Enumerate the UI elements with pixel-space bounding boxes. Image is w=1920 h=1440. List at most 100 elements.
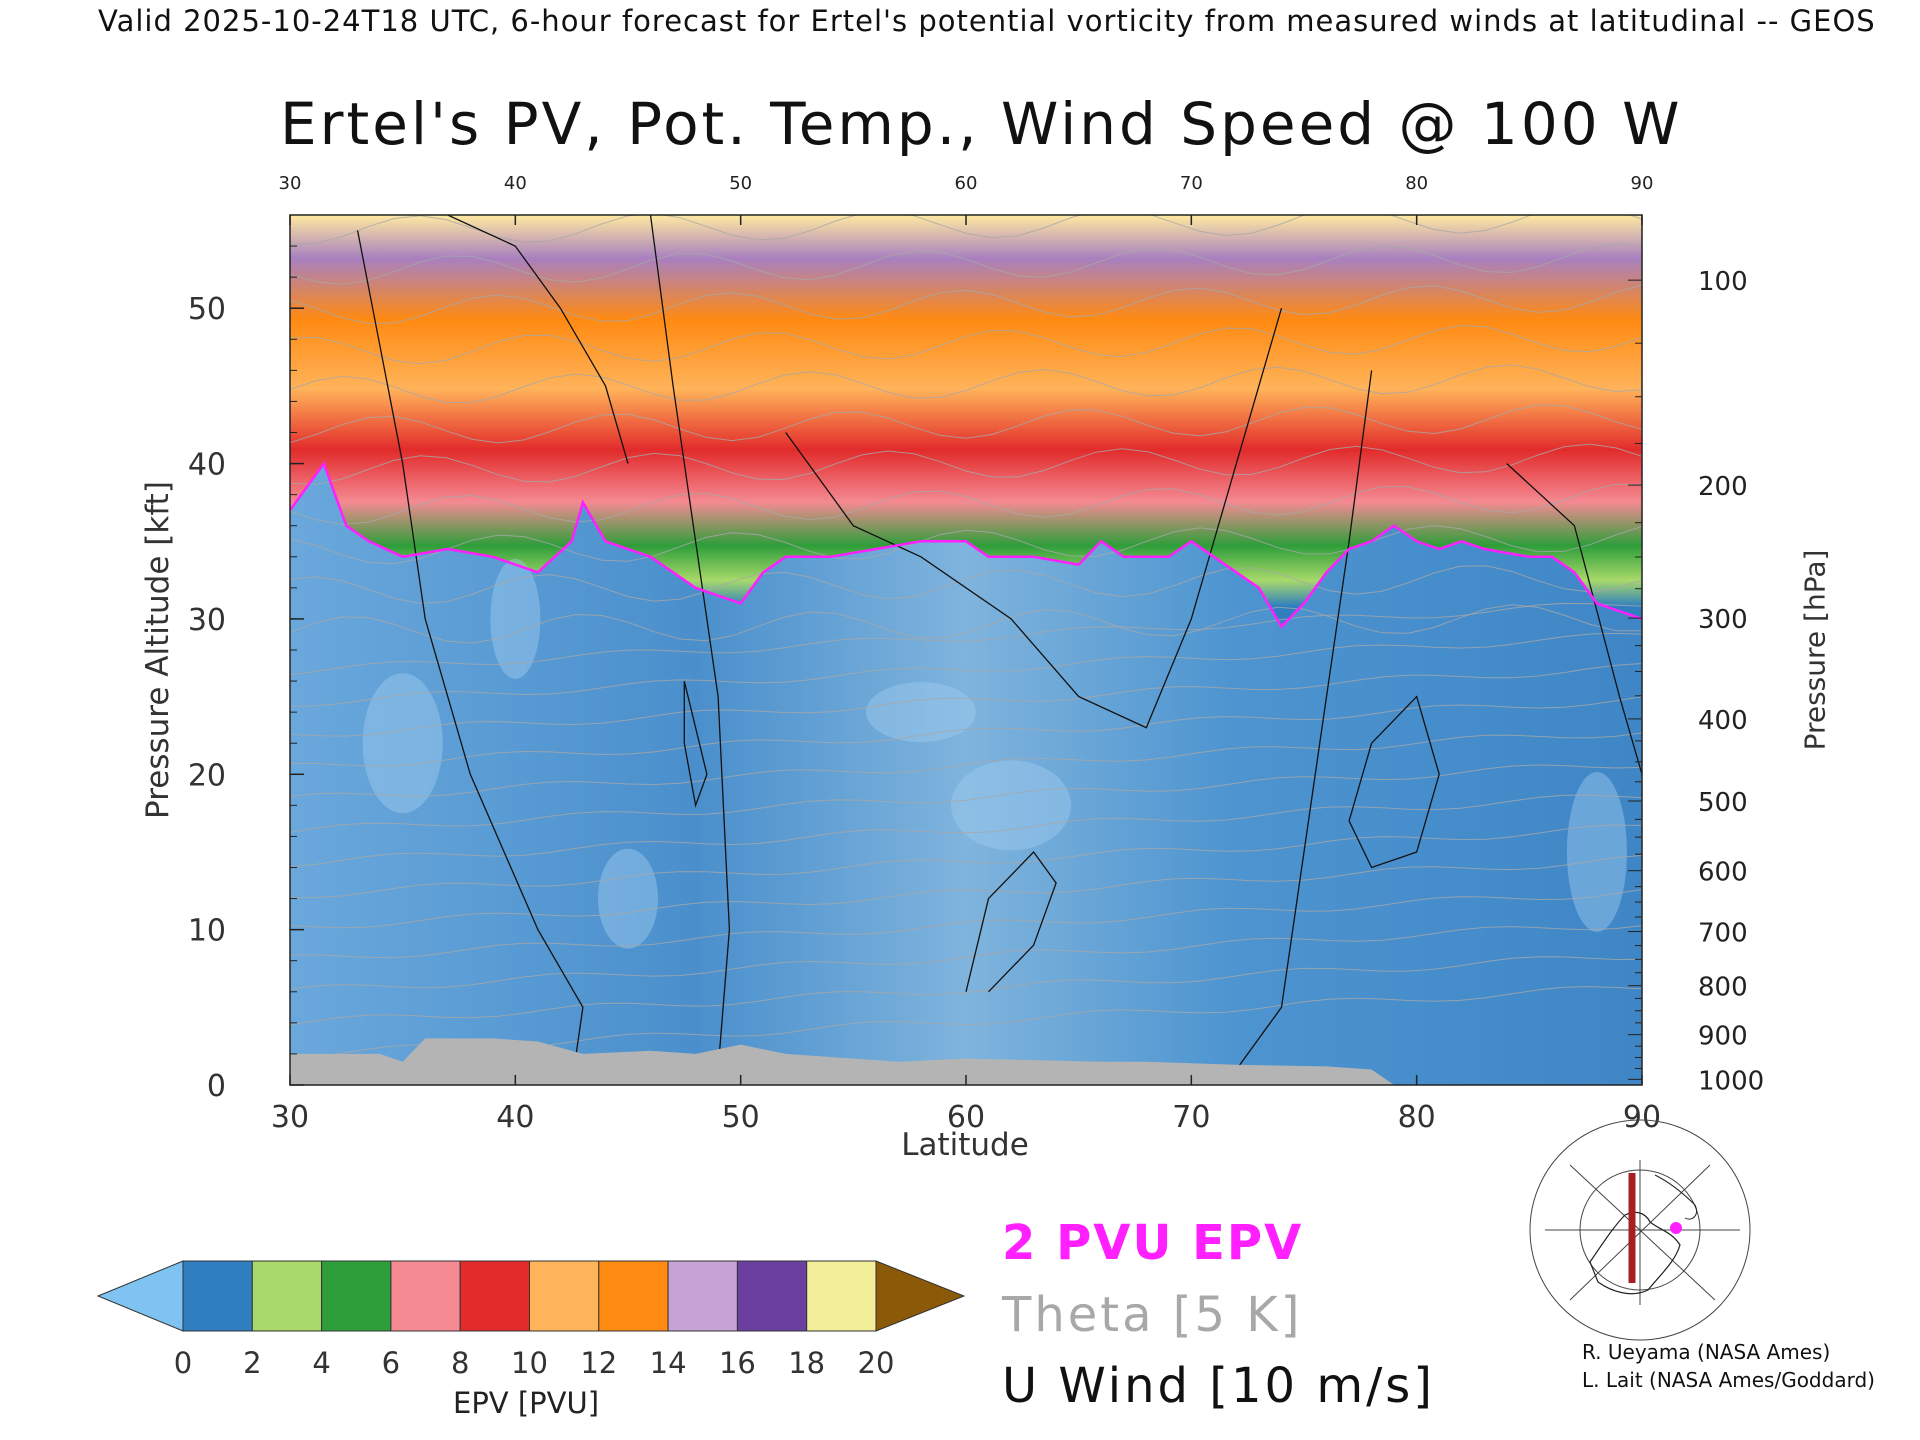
theta-contours	[290, 126, 1642, 1060]
map-marker	[1670, 1222, 1682, 1234]
theta-contour-line	[290, 565, 1642, 604]
theta-contour-line	[290, 324, 1642, 365]
wind-contours	[356, 215, 1642, 1085]
x-tick-labels: 30 40 50 60 70 80 90	[271, 1100, 1661, 1135]
colorbar-cell	[736, 1260, 808, 1332]
wind-contour-line	[1348, 695, 1440, 869]
pressure-tick-label: 100	[1698, 267, 1748, 297]
x-tick-label: 90	[1623, 1100, 1661, 1135]
colorbar-tick-label: 6	[382, 1346, 400, 1380]
y-tick-label: 40	[188, 448, 226, 483]
y-tick-label: 10	[188, 914, 226, 949]
y-tick-label: 20	[188, 758, 226, 793]
x-tick-label: 50	[722, 1100, 760, 1135]
top-tick-label: 50	[729, 173, 752, 194]
colorbar-cell	[598, 1260, 669, 1332]
theta-contour-line	[290, 602, 1642, 676]
y-tick-labels: 0 10 20 30 40 50	[188, 292, 226, 1104]
theta-contour-line	[290, 364, 1642, 404]
theta-contour-line	[290, 443, 1642, 485]
header-line: Valid 2025-10-24T18 UTC, 6-hour forecast…	[98, 4, 1876, 38]
low-pv-patch	[1566, 771, 1627, 932]
colorbar-cells	[182, 1260, 877, 1332]
colorbar-tick-label: 20	[858, 1346, 895, 1380]
colorbar-cell	[529, 1260, 600, 1332]
map-coastline-north	[1654, 1174, 1698, 1220]
low-pv-patch	[598, 848, 658, 949]
wind-contour-line	[447, 215, 629, 464]
colorbar-cell	[459, 1260, 531, 1332]
colorbar-tick-label: 2	[243, 1346, 261, 1380]
pressure-tick-labels: 100 200 300 400 500 600 700 800 900 1000	[1698, 267, 1764, 1096]
low-pv-patches	[362, 558, 1627, 949]
low-pv-patch	[951, 760, 1072, 851]
theta-contour-line	[290, 889, 1642, 959]
wind-contour-line	[649, 215, 731, 1070]
x-tick-label: 40	[496, 1100, 534, 1135]
legend-theta: Theta [5 K]	[1002, 1287, 1303, 1343]
top-tick-label: 40	[504, 173, 527, 194]
theta-contour-line	[290, 243, 1642, 286]
pressure-tick-label: 400	[1698, 706, 1748, 736]
wind-contour-line	[965, 850, 1057, 993]
top-tick-label: 70	[1180, 173, 1203, 194]
wind-contour-line	[785, 308, 1283, 729]
legend-u-wind: U Wind [10 m/s]	[1002, 1358, 1436, 1414]
x-tick-label: 30	[271, 1100, 309, 1135]
y-axis-label-left: Pressure Altitude [kft]	[140, 481, 176, 819]
colorbar-label: EPV [PVU]	[453, 1386, 600, 1420]
y-axis-label-right: Pressure [hPa]	[1798, 549, 1832, 751]
theta-contour-line	[290, 764, 1642, 833]
theta-contour-line	[290, 604, 1642, 644]
colorbar-cell	[182, 1260, 253, 1332]
epv-2pvu-contour	[290, 460, 1642, 629]
colorbar-cell	[806, 1260, 877, 1332]
low-pv-patch	[362, 673, 443, 814]
theta-contour-line	[290, 854, 1642, 929]
top-tick-label: 60	[955, 173, 978, 194]
colorbar-cell	[321, 1260, 392, 1332]
colorbar-tick-label: 4	[312, 1346, 330, 1380]
wind-contour-line	[1235, 370, 1373, 1070]
map-coastline	[1589, 1211, 1681, 1295]
top-tick-label: 80	[1405, 173, 1428, 194]
theta-contour-line	[290, 956, 1642, 1026]
theta-contour-line	[290, 483, 1642, 525]
legend-epv: 2 PVU EPV	[1002, 1215, 1304, 1271]
colorbar: 0 2 4 6 8 10 12 14 16 18 20	[96, 1260, 966, 1380]
colorbar-cell	[251, 1260, 323, 1332]
top-tick-labels: 30 40 50 60 70 80 90	[279, 173, 1654, 194]
colorbar-tick-label: 0	[174, 1346, 192, 1380]
pressure-tick-label: 600	[1698, 858, 1748, 888]
pressure-tick-label: 800	[1698, 973, 1748, 1003]
theta-contour-line	[290, 284, 1642, 324]
location-map	[1529, 1119, 1751, 1341]
pressure-tick-label: 900	[1698, 1022, 1748, 1052]
colorbar-tick-labels: 0 2 4 6 8 10 12 14 16 18 20	[174, 1346, 895, 1380]
colorbar-cell	[390, 1260, 461, 1332]
theta-contour-line	[290, 126, 1642, 164]
x-axis-label: Latitude	[901, 1127, 1029, 1163]
pressure-tick-label: 500	[1698, 788, 1748, 818]
colorbar-under-arrow	[96, 1260, 184, 1332]
wind-contour-line	[356, 230, 584, 1085]
y-tick-label: 30	[188, 603, 226, 638]
credit-line: L. Lait (NASA Ames/Goddard)	[1582, 1368, 1875, 1392]
low-pv-patch	[865, 682, 976, 743]
credit-line: R. Ueyama (NASA Ames)	[1582, 1340, 1831, 1364]
y-tick-label: 0	[207, 1069, 226, 1104]
theta-contour-line	[290, 824, 1642, 899]
colorbar-tick-label: 16	[719, 1346, 756, 1380]
terrain-mask	[290, 1038, 1642, 1085]
x-tick-label: 70	[1172, 1100, 1210, 1135]
wind-contour-line	[1506, 463, 1642, 775]
theta-contour-line	[290, 525, 1642, 565]
y-tick-label: 50	[188, 292, 226, 327]
theta-contour-line	[290, 794, 1642, 868]
theta-contour-line	[290, 663, 1642, 737]
theta-contour-line	[290, 696, 1642, 767]
pressure-tick-label: 200	[1698, 472, 1748, 502]
low-pv-patch	[490, 558, 541, 679]
pressure-tick-label: 700	[1698, 919, 1748, 949]
tick-marks	[289, 214, 1643, 1086]
